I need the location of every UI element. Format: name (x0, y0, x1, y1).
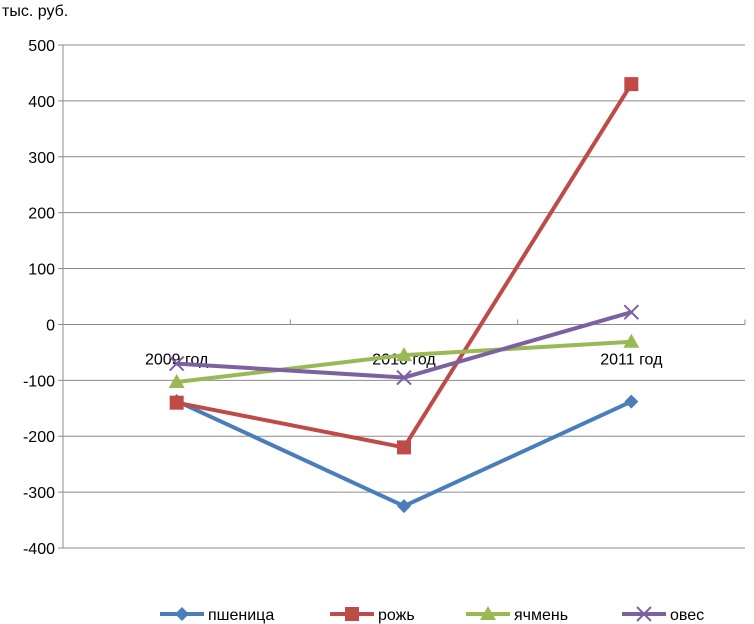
legend: пшеница рожь ячмень овес (160, 606, 704, 624)
data-point (624, 77, 639, 92)
series-square (169, 77, 639, 455)
y-tick-label: 500 (28, 38, 55, 55)
data-point (169, 395, 184, 410)
data-point (623, 333, 640, 348)
legend-label: овес (670, 607, 704, 624)
legend-entry: овес (622, 606, 704, 624)
legend-label: пшеница (208, 607, 274, 624)
data-point (397, 499, 411, 514)
legend-marker (345, 607, 359, 621)
data-point (168, 374, 185, 389)
y-tick-label: -100 (23, 373, 55, 390)
series-group (168, 77, 640, 514)
series-line (176, 83, 634, 450)
axes (58, 44, 746, 549)
unit-label: тыс. руб. (2, 3, 68, 20)
y-tick-label: -400 (23, 541, 55, 558)
data-point (623, 304, 640, 320)
data-point (624, 394, 639, 409)
data-point (397, 440, 411, 455)
legend-entry: рожь (330, 607, 415, 624)
data-point (396, 347, 412, 362)
data-point (168, 355, 185, 372)
legend-label: рожь (378, 607, 415, 624)
y-tick-labels: 500 400 300 200 100 0 -100 -200 -300 -400 (23, 38, 55, 558)
y-tick-label: -300 (23, 485, 55, 502)
legend-marker (480, 606, 496, 620)
y-tick-label: 200 (28, 206, 55, 223)
series-x (168, 304, 640, 386)
legend-marker (636, 606, 652, 622)
legend-entry: ячмень (466, 606, 568, 624)
legend-marker (175, 607, 189, 621)
y-tick-label: 100 (28, 262, 55, 279)
series-triangle (168, 333, 640, 389)
y-tick-label: -200 (23, 429, 55, 446)
data-point (396, 369, 412, 386)
y-tick-label: 400 (28, 94, 55, 111)
category-label: 2011 год (600, 351, 663, 368)
y-tick-label: 300 (28, 150, 55, 167)
legend-label: ячмень (514, 607, 568, 624)
legend-entry: пшеница (160, 607, 274, 624)
gridlines (63, 44, 745, 549)
y-tick-label: 0 (46, 317, 55, 334)
